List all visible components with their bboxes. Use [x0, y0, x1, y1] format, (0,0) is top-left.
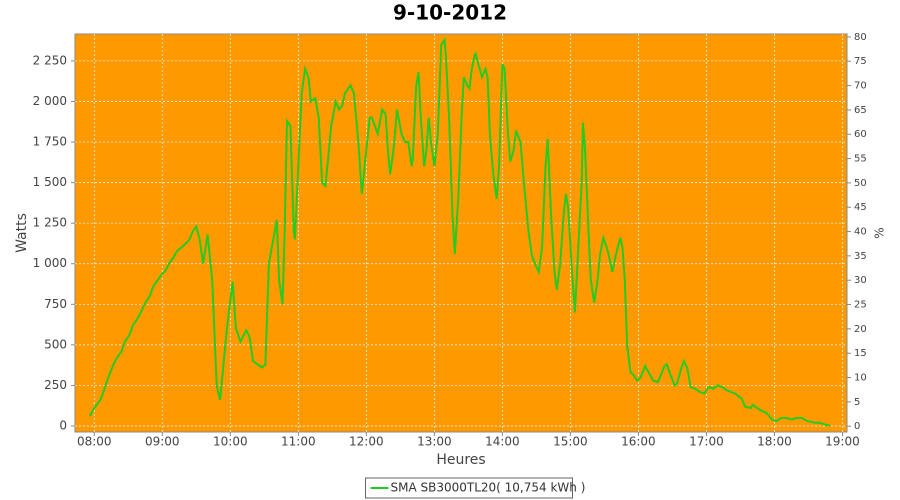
y-tick-label: 1 250	[33, 216, 67, 230]
y-tick-label: 750	[44, 297, 67, 311]
y2-tick-label: 80	[854, 32, 867, 43]
y2-tick-label: 55	[854, 154, 867, 165]
y2-tick-label: 70	[854, 81, 867, 92]
x-tick-label: 16:00	[621, 435, 656, 449]
y-tick-label: 1 000	[33, 256, 67, 270]
y-tick-label: 1 500	[33, 175, 67, 189]
y2-tick-label: 5	[854, 397, 860, 408]
y2-tick-label: 35	[854, 251, 867, 262]
y-axis-label: Watts	[14, 213, 30, 253]
x-tick-label: 19:00	[825, 435, 860, 449]
y-tick-label: 500	[44, 337, 67, 351]
y-tick-label: 2 250	[33, 53, 67, 67]
y-tick-label: 0	[59, 418, 67, 432]
y2-tick-label: 40	[854, 227, 867, 238]
x-axis-label: Heures	[436, 452, 485, 468]
x-tick-label: 09:00	[145, 435, 180, 449]
y-tick-label: 250	[44, 378, 67, 392]
legend-label: SMA SB3000TL20( 10,754 kWh )	[391, 481, 586, 495]
x-tick-label: 17:00	[689, 435, 724, 449]
y2-tick-label: 15	[854, 348, 867, 359]
y-tick-label: 2 000	[33, 94, 67, 108]
x-tick-label: 13:00	[417, 435, 452, 449]
y2-tick-label: 10	[854, 373, 867, 384]
x-tick-label: 15:00	[553, 435, 588, 449]
x-tick-label: 08:00	[77, 435, 112, 449]
y2-axis-label: %	[873, 227, 887, 238]
x-tick-label: 11:00	[281, 435, 316, 449]
chart-title: 9-10-2012	[393, 1, 507, 25]
x-tick-label: 10:00	[213, 435, 248, 449]
x-tick-label: 18:00	[757, 435, 792, 449]
y2-tick-label: 30	[854, 275, 867, 286]
series-line	[88, 36, 830, 427]
y2-tick-label: 25	[854, 300, 867, 311]
y2-tick-label: 50	[854, 178, 867, 189]
y2-tick-label: 45	[854, 202, 867, 213]
y2-tick-label: 60	[854, 129, 867, 140]
y2-tick-label: 20	[854, 324, 867, 335]
plot-area	[74, 33, 848, 433]
y2-tick-label: 65	[854, 105, 867, 116]
y2-tick-label: 75	[854, 56, 867, 67]
y2-tick-label: 0	[854, 421, 860, 432]
x-tick-label: 12:00	[349, 435, 384, 449]
y-tick-label: 1 750	[33, 135, 67, 149]
x-tick-label: 14:00	[485, 435, 520, 449]
legend-box	[365, 477, 573, 499]
